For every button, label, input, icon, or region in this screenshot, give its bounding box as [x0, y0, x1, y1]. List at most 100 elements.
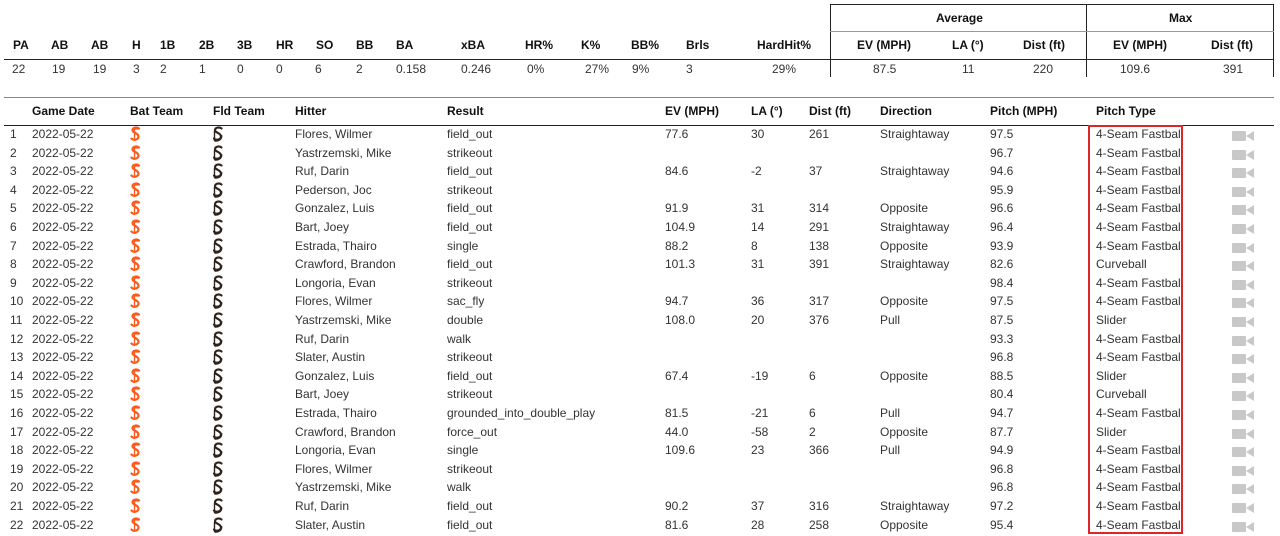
padres-logo-icon — [212, 312, 224, 328]
giants-logo-icon — [130, 219, 141, 235]
video-camera-icon[interactable] — [1232, 390, 1254, 402]
direction: Straightaway — [880, 220, 950, 234]
table-row[interactable]: 3 2022-05-22 Ruf, Darin field_out 84.6 -2 37 St… — [0, 162, 1280, 181]
hitter-name: Gonzalez, Luis — [295, 201, 375, 216]
game-date: 2022-05-22 — [32, 517, 94, 532]
launch-angle: 31 — [751, 201, 765, 216]
table-row[interactable]: 20 2022-05-22 Yastrzemski, Mike walk 96.8 4-S… — [0, 478, 1280, 497]
table-row[interactable]: 18 2022-05-22 Longoria, Evan single 109.6 23 3… — [0, 441, 1280, 460]
table-row[interactable]: 7 2022-05-22 Estrada, Thairo single 88.2 8 138… — [0, 237, 1280, 256]
video-camera-icon[interactable] — [1232, 409, 1254, 420]
table-row[interactable]: 11 2022-05-22 Yastrzemski, Mike double 108.0… — [0, 311, 1280, 330]
column-header-8[interactable]: Direction — [880, 104, 933, 118]
table-row[interactable]: 2 2022-05-22 Yastrzemski, Mike strikeout 96.… — [0, 144, 1280, 163]
row-number: 7 — [10, 238, 17, 253]
column-header-4[interactable]: Result — [447, 104, 484, 118]
summary-value-0: 22 — [12, 62, 26, 76]
video-camera-icon[interactable] — [1232, 372, 1254, 383]
distance: 2 — [809, 424, 816, 439]
video-camera-icon[interactable] — [1232, 502, 1254, 513]
video-camera-icon[interactable] — [1232, 353, 1254, 365]
hitter-name: Ruf, Darin — [295, 499, 350, 513]
summary-header-10: BA — [396, 38, 414, 52]
column-header-6[interactable]: LA (°) — [751, 104, 783, 118]
row-number: 1 — [10, 127, 17, 141]
video-camera-icon[interactable] — [1232, 335, 1254, 346]
padres-logo-icon — [212, 256, 224, 272]
video-camera-icon[interactable] — [1232, 204, 1254, 216]
column-header-7[interactable]: Dist (ft) — [809, 104, 851, 118]
table-row[interactable]: 10 2022-05-22 Flores, Wilmer sac_fly 94.7 36 3… — [0, 292, 1280, 311]
video-camera-icon[interactable] — [1232, 446, 1254, 458]
video-camera-icon[interactable] — [1232, 483, 1254, 495]
video-camera-icon[interactable] — [1232, 223, 1254, 234]
direction: Straightaway — [880, 499, 950, 513]
game-date: 2022-05-22 — [32, 201, 94, 216]
table-row[interactable]: 16 2022-05-22 Estrada, Thairo grounded_into… — [0, 404, 1280, 423]
table-row[interactable]: 4 2022-05-22 Pederson, Joc strikeout 95.9 4-S… — [0, 181, 1280, 200]
video-camera-icon[interactable] — [1232, 428, 1254, 439]
video-camera-icon[interactable] — [1232, 242, 1254, 253]
column-header-9[interactable]: Pitch (MPH) — [990, 104, 1058, 118]
summary-header-6: 3B — [237, 38, 253, 52]
row-number: 4 — [10, 182, 17, 197]
row-number: 10 — [10, 294, 24, 309]
launch-angle: 28 — [751, 517, 765, 532]
pitch-type: Slider — [1096, 368, 1127, 383]
column-header-0[interactable]: Game Date — [32, 104, 95, 118]
table-row[interactable]: 17 2022-05-22 Crawford, Brandon force_out 44… — [0, 423, 1280, 442]
table-row[interactable]: 5 2022-05-22 Gonzalez, Luis field_out 91.9 31… — [0, 199, 1280, 218]
table-row[interactable]: 1 2022-05-22 Flores, Wilmer field_out 77.6 30… — [0, 125, 1280, 144]
result: strikeout — [447, 145, 493, 160]
summary-value-9: 2 — [356, 62, 363, 76]
game-date: 2022-05-22 — [32, 368, 94, 383]
hitter-name: Estrada, Thairo — [295, 238, 377, 253]
pitch-type: 4-Seam Fastball — [1096, 406, 1184, 420]
row-number: 11 — [10, 313, 23, 327]
padres-logo-icon — [212, 386, 224, 403]
video-camera-icon[interactable] — [1232, 465, 1254, 476]
video-camera-icon[interactable] — [1232, 521, 1254, 532]
column-header-2[interactable]: Fld Team — [213, 104, 265, 118]
exit-velocity: 84.6 — [665, 164, 689, 179]
table-row[interactable]: 14 2022-05-22 Gonzalez, Luis field_out 67.4 -… — [0, 367, 1280, 386]
direction: Opposite — [880, 424, 929, 439]
table-row[interactable]: 9 2022-05-22 Longoria, Evan strikeout 98.4 4-… — [0, 274, 1280, 293]
table-row[interactable]: 15 2022-05-22 Bart, Joey strikeout 80.4 Curve… — [0, 385, 1280, 404]
result: double — [447, 313, 484, 327]
hitter-name: Flores, Wilmer — [295, 461, 373, 476]
column-header-3[interactable]: Hitter — [295, 104, 327, 118]
table-row[interactable]: 12 2022-05-22 Ruf, Darin walk 93.3 4-Seam Fas… — [0, 330, 1280, 349]
column-header-10[interactable]: Pitch Type — [1096, 104, 1156, 118]
table-row[interactable]: 21 2022-05-22 Ruf, Darin field_out 90.2 37 316… — [0, 497, 1280, 516]
video-camera-icon[interactable] — [1232, 260, 1254, 272]
table-row[interactable]: 13 2022-05-22 Slater, Austin strikeout 96.8 4… — [0, 348, 1280, 367]
hitter-name: Crawford, Brandon — [295, 257, 396, 272]
table-row[interactable]: 22 2022-05-22 Slater, Austin field_out 81.6 2… — [0, 516, 1280, 535]
column-header-1[interactable]: Bat Team — [130, 104, 184, 118]
summary-header-1: AB — [51, 38, 69, 52]
video-camera-icon[interactable] — [1232, 149, 1254, 160]
summary-header-13: K% — [581, 38, 601, 52]
game-date: 2022-05-22 — [32, 424, 94, 439]
average-group-header: Average — [936, 11, 983, 25]
game-date: 2022-05-22 — [32, 443, 94, 458]
pitch-speed: 98.4 — [990, 275, 1014, 290]
video-camera-icon[interactable] — [1232, 130, 1254, 141]
column-header-5[interactable]: EV (MPH) — [665, 104, 719, 118]
padres-logo-icon — [212, 293, 224, 310]
pitch-type: 4-Seam Fastball — [1096, 164, 1184, 179]
video-camera-icon[interactable] — [1232, 186, 1254, 197]
giants-logo-icon — [130, 200, 141, 216]
pitch-speed: 96.6 — [990, 201, 1014, 216]
hitter-name: Slater, Austin — [295, 350, 366, 365]
table-row[interactable]: 6 2022-05-22 Bart, Joey field_out 104.9 14 291… — [0, 218, 1280, 237]
pitch-type: 4-Seam Fastball — [1096, 443, 1184, 458]
table-row[interactable]: 19 2022-05-22 Flores, Wilmer strikeout 96.8 4… — [0, 460, 1280, 479]
video-camera-icon[interactable] — [1232, 297, 1254, 309]
table-row[interactable]: 8 2022-05-22 Crawford, Brandon field_out 101… — [0, 255, 1280, 274]
video-camera-icon[interactable] — [1232, 167, 1254, 179]
video-camera-icon[interactable] — [1232, 316, 1254, 327]
video-camera-icon[interactable] — [1232, 279, 1254, 290]
launch-angle: 36 — [751, 294, 765, 309]
